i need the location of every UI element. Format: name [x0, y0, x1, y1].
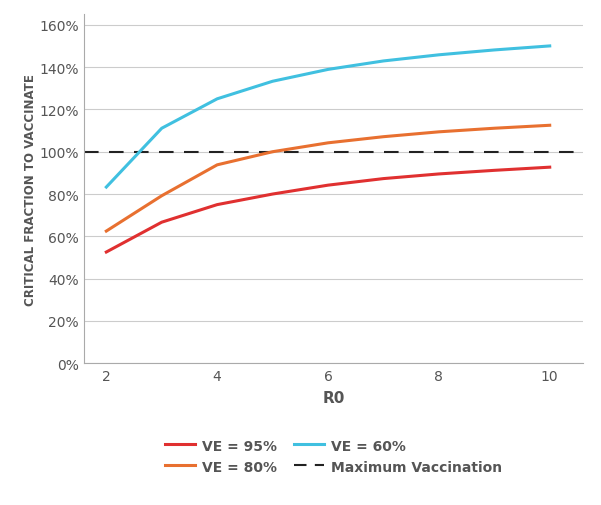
Legend: VE = 95%, VE = 80%, VE = 60%, Maximum Vaccination: VE = 95%, VE = 80%, VE = 60%, Maximum Va… — [159, 433, 508, 479]
X-axis label: R0: R0 — [322, 390, 345, 405]
Y-axis label: CRITICAL FRACTION TO VACCINATE: CRITICAL FRACTION TO VACCINATE — [24, 74, 37, 305]
